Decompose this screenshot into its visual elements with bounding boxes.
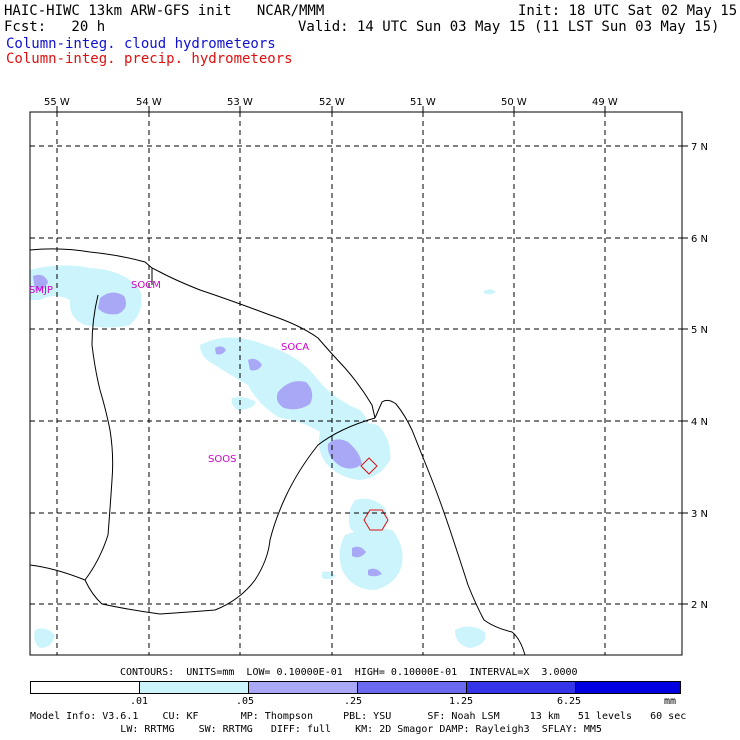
map-frame <box>29 111 683 656</box>
latitude-labels: 7 N 6 N 5 N 4 N 3 N 2 N <box>691 142 708 611</box>
cloud-shading-mid <box>33 274 382 577</box>
model-title: HAIC-HIWC 13km ARW-GFS init NCAR/MMM <box>4 3 325 19</box>
lat-label: 5 N <box>691 325 708 336</box>
contour-info: CONTOURS: UNITS=mm LOW= 0.10000E-01 HIGH… <box>120 667 578 678</box>
station-socm: SOCM <box>131 280 161 291</box>
lon-label: 52 W <box>319 97 345 108</box>
lon-label: 51 W <box>410 97 436 108</box>
colorbar-label: .01 <box>130 696 149 707</box>
cloud-shading-light <box>30 265 496 648</box>
model-info-line1: Model Info: V3.6.1 CU: KF MP: Thompson P… <box>30 711 687 722</box>
colorbar-label: .25 <box>344 696 363 707</box>
graticule <box>30 112 682 655</box>
lon-label: 50 W <box>501 97 527 108</box>
tick-marks <box>56 106 688 605</box>
coastline <box>29 248 526 656</box>
lat-label: 3 N <box>691 509 708 520</box>
station-soca: SOCA <box>281 342 309 353</box>
lat-label: 2 N <box>691 600 708 611</box>
init-time: Init: 18 UTC Sat 02 May 15 <box>518 3 738 19</box>
colorbar-label: 1.25 <box>449 696 474 707</box>
colorbar-bin <box>248 682 357 693</box>
colorbar-bin <box>466 682 575 693</box>
precip-contours <box>360 457 389 531</box>
colorbar-bin <box>31 682 139 693</box>
station-labels: SMJP SOCM SOCA SOOS <box>29 280 309 465</box>
valid-time: Valid: 14 UTC Sun 03 May 15 (11 LST Sun … <box>298 19 720 35</box>
station-soos: SOOS <box>208 454 236 465</box>
lat-label: 7 N <box>691 142 708 153</box>
forecast-hour: Fcst: 20 h <box>4 19 106 35</box>
field-precip-label: Column-integ. precip. hydrometeors <box>6 51 293 67</box>
lon-label: 54 W <box>136 97 162 108</box>
colorbar-label: .05 <box>236 696 255 707</box>
colorbar-bin <box>357 682 466 693</box>
colorbar <box>30 681 681 694</box>
longitude-labels: 55 W 54 W 53 W 52 W 51 W 50 W 49 W <box>44 97 618 108</box>
model-info-line2: LW: RRTMG SW: RRTMG DIFF: full KM: 2D Sm… <box>30 724 602 735</box>
colorbar-label: mm <box>664 696 677 707</box>
lat-label: 4 N <box>691 417 708 428</box>
lon-label: 53 W <box>227 97 253 108</box>
colorbar-label: 6.25 <box>557 696 582 707</box>
lon-label: 49 W <box>592 97 618 108</box>
lat-label: 6 N <box>691 234 708 245</box>
colorbar-bin <box>139 682 248 693</box>
colorbar-bin <box>575 682 680 693</box>
field-cloud-label: Column-integ. cloud hydrometeors <box>6 36 276 52</box>
station-smjp: SMJP <box>29 285 53 296</box>
lon-label: 55 W <box>44 97 70 108</box>
